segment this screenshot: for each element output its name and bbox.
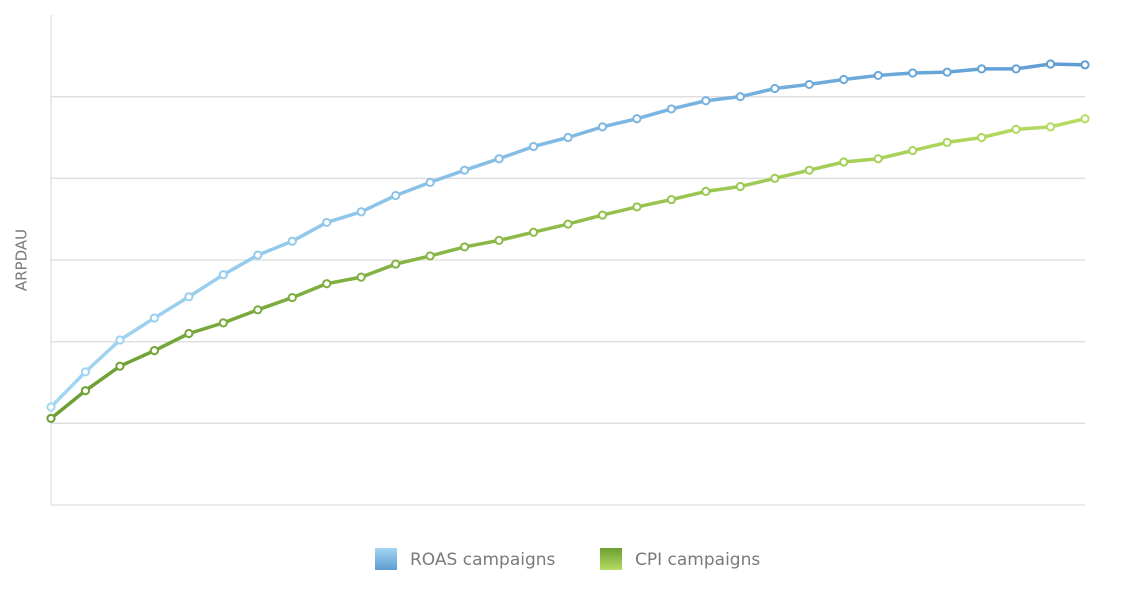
data-point — [735, 181, 745, 192]
data-point — [391, 259, 401, 269]
data-point — [804, 79, 814, 90]
data-point — [563, 219, 573, 229]
data-point — [701, 186, 711, 196]
data-point — [1011, 64, 1021, 74]
data-point — [908, 145, 918, 156]
data-point — [632, 202, 642, 212]
data-point — [1045, 59, 1056, 69]
data-point — [873, 70, 883, 81]
data-point — [1080, 60, 1090, 70]
data-point — [322, 217, 332, 228]
data-point — [528, 227, 539, 237]
data-point — [218, 318, 228, 328]
data-point — [46, 402, 56, 412]
data-point — [770, 83, 780, 94]
data-point — [563, 132, 573, 143]
data-point — [80, 367, 91, 377]
data-point — [908, 68, 918, 78]
data-point — [287, 236, 297, 246]
data-point — [425, 251, 435, 261]
data-point — [1080, 114, 1090, 124]
data-point — [701, 96, 711, 106]
data-point — [460, 242, 470, 252]
data-point — [460, 165, 470, 175]
data-point — [356, 207, 366, 217]
data-point — [115, 335, 125, 345]
legend-label: ROAS campaigns — [410, 550, 556, 570]
data-point — [80, 386, 91, 396]
data-point — [149, 313, 159, 323]
data-point — [425, 177, 435, 188]
data-point — [666, 194, 677, 205]
data-point — [1045, 122, 1056, 132]
data-point — [494, 235, 504, 245]
y-axis-label: ARPDAU — [13, 229, 31, 291]
data-point — [804, 165, 814, 175]
legend-label: CPI campaigns — [635, 550, 760, 570]
data-point — [666, 104, 677, 114]
data-point — [632, 114, 642, 124]
series-line — [49, 117, 1086, 420]
series-line — [49, 62, 1086, 409]
legend-swatch — [600, 548, 622, 570]
data-point — [942, 67, 952, 77]
data-point — [287, 292, 297, 303]
data-point — [322, 279, 332, 289]
data-point — [597, 210, 608, 220]
data-point — [115, 361, 125, 371]
data-point — [149, 346, 159, 356]
data-point — [253, 250, 263, 260]
data-point — [184, 328, 194, 339]
data-point — [356, 272, 366, 282]
data-point — [46, 413, 56, 424]
data-point — [1011, 124, 1021, 134]
data-point — [218, 270, 228, 280]
data-point — [839, 157, 849, 167]
data-point — [977, 64, 987, 74]
data-point — [253, 305, 263, 315]
data-point — [839, 74, 849, 85]
data-point — [184, 292, 194, 302]
data-point — [942, 137, 952, 147]
data-point — [735, 92, 745, 102]
data-point — [873, 154, 883, 164]
data-point — [494, 154, 504, 164]
data-point — [977, 132, 987, 143]
data-point — [528, 141, 539, 152]
data-point — [391, 190, 401, 201]
legend-swatch — [375, 548, 397, 570]
data-point — [770, 173, 780, 183]
data-point — [597, 122, 608, 132]
